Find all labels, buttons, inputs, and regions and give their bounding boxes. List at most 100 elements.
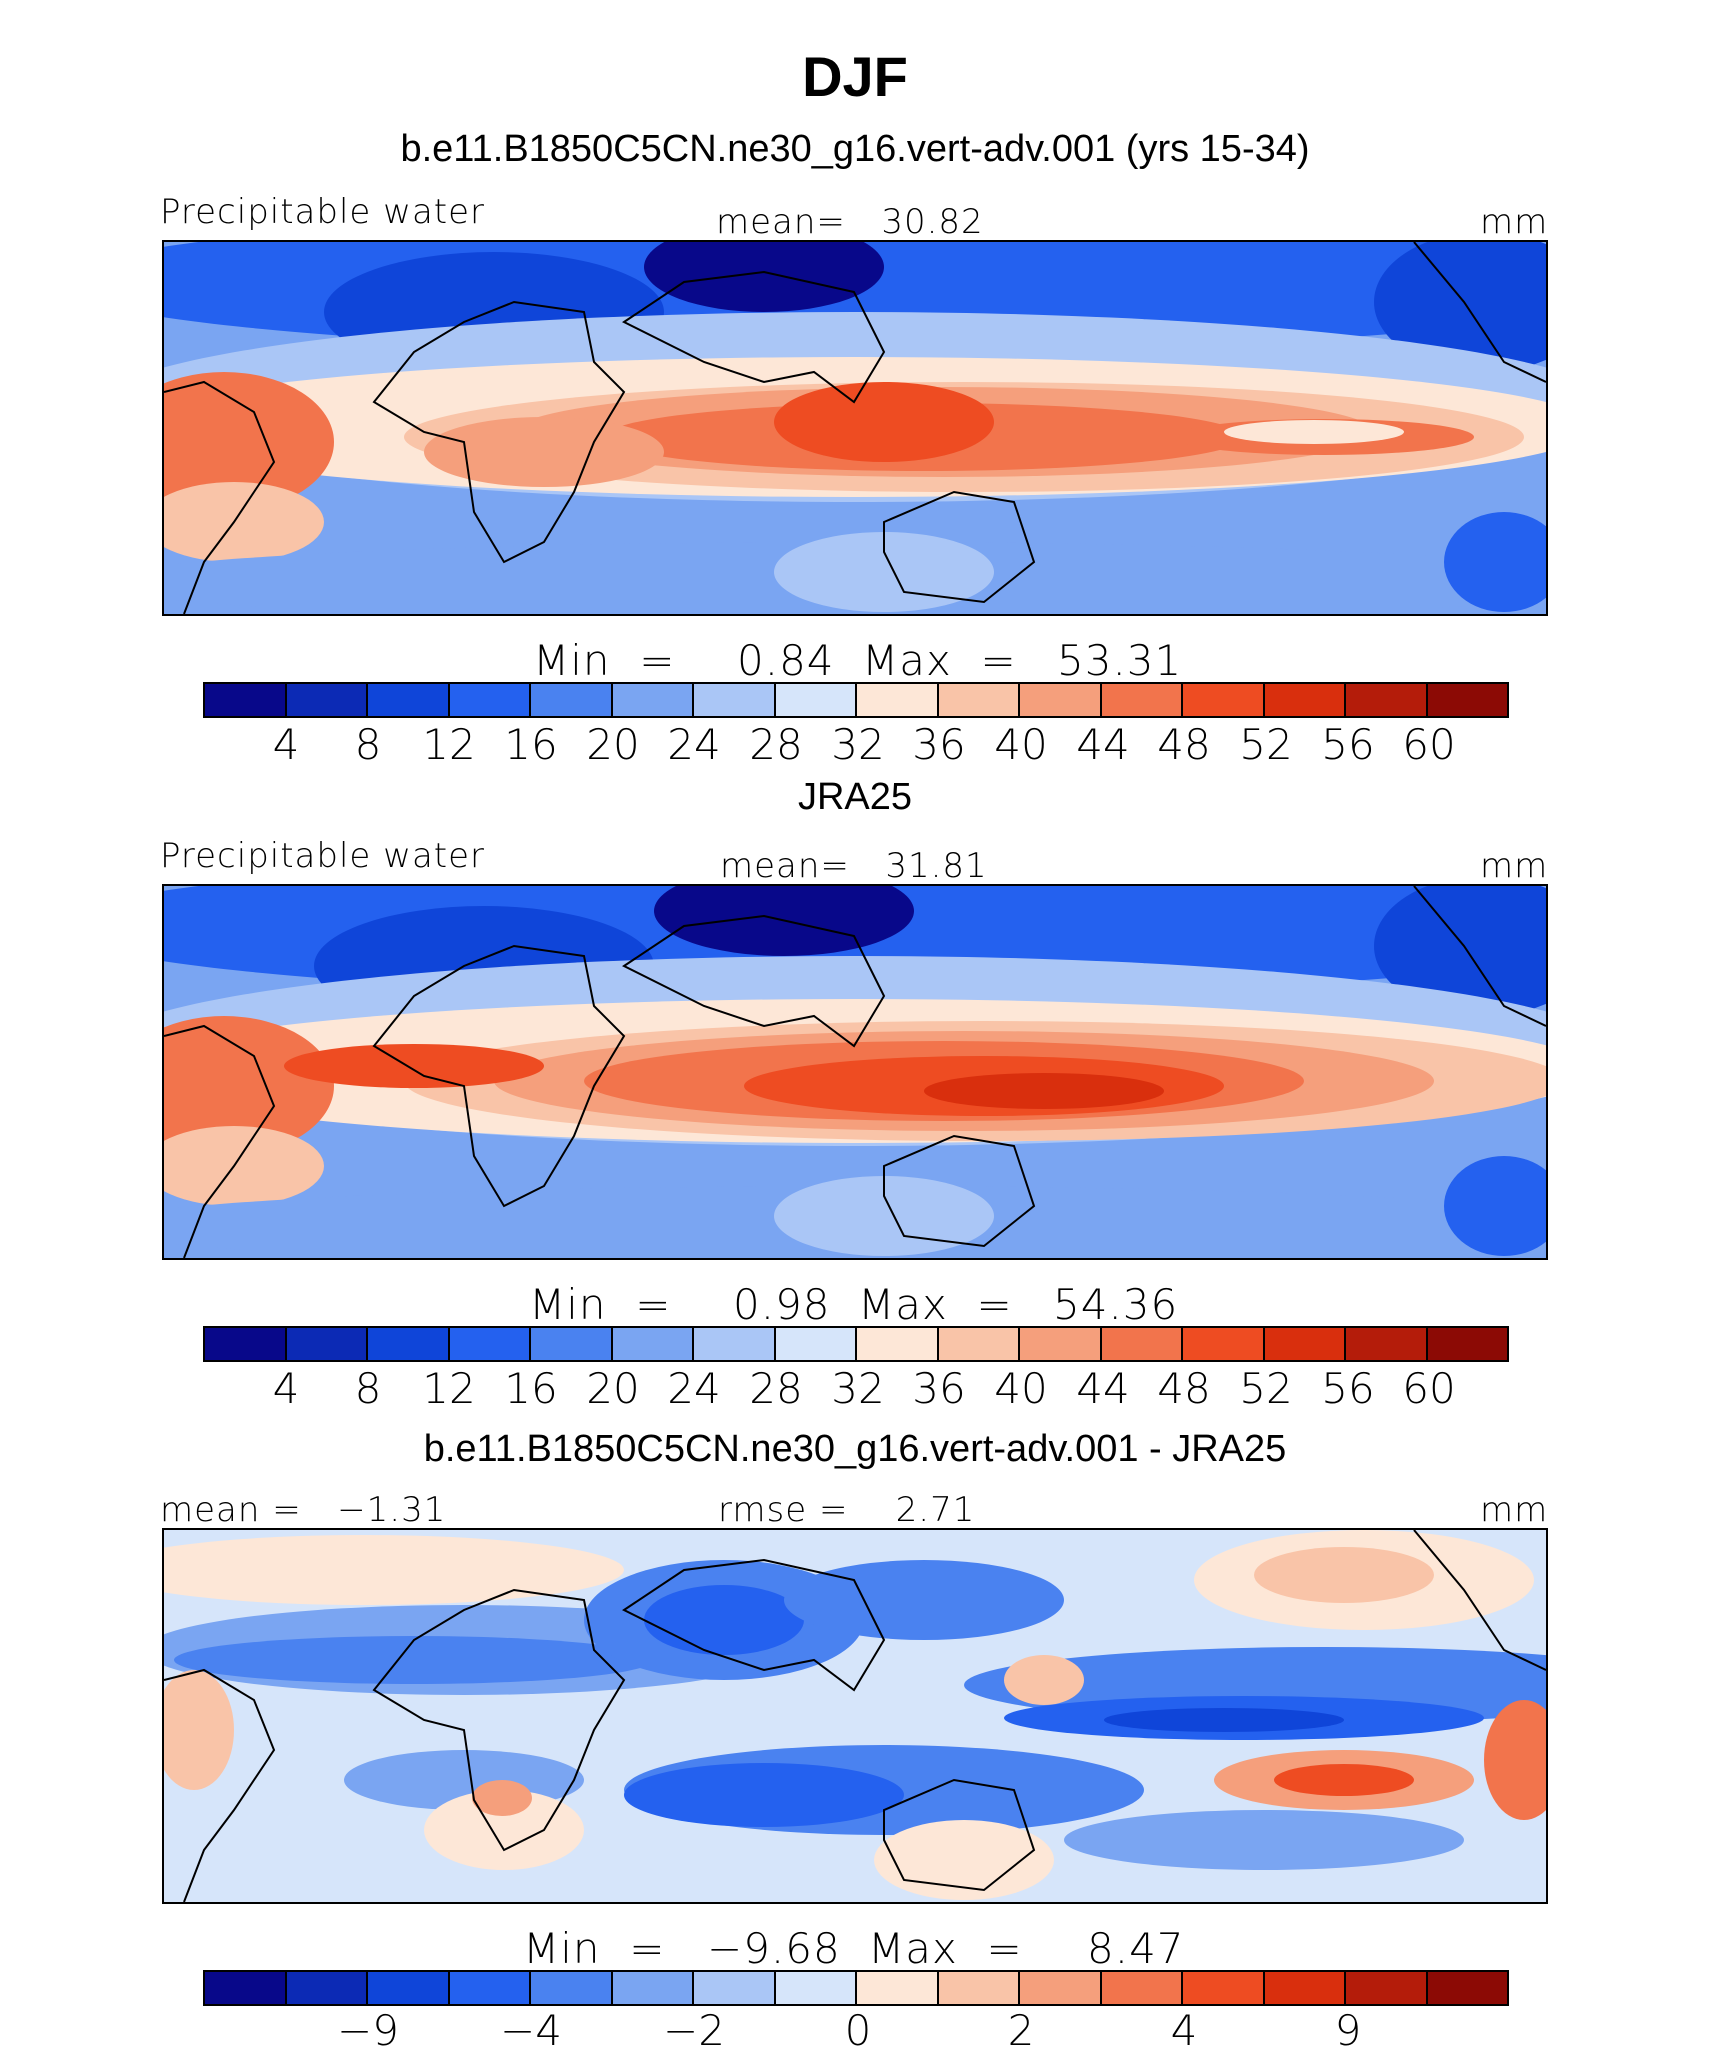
panel-1-tick: 60 bbox=[1402, 720, 1456, 769]
panel-1-tick: 48 bbox=[1157, 720, 1211, 769]
panel-1-tick: 12 bbox=[422, 720, 476, 769]
colorbar-swatch bbox=[286, 684, 368, 716]
panel-1-map bbox=[162, 240, 1548, 616]
colorbar-swatch bbox=[449, 1328, 531, 1360]
panel-1-mean-label: mean= 30.82 bbox=[716, 202, 984, 242]
panel-2-tick: 32 bbox=[831, 1364, 885, 1413]
colorbar-swatch bbox=[1183, 1328, 1265, 1360]
colorbar-swatch bbox=[205, 1972, 287, 2004]
panel-1-tick: 28 bbox=[749, 720, 803, 769]
panel-1-colorbar bbox=[203, 682, 1509, 718]
panel-1-tick: 32 bbox=[831, 720, 885, 769]
panel-2-tick: 28 bbox=[749, 1364, 803, 1413]
panel-3-tick: −9 bbox=[337, 2006, 399, 2055]
colorbar-swatch bbox=[1020, 1328, 1102, 1360]
colorbar-swatch bbox=[1183, 684, 1265, 716]
panel-3-max-value: 8.47 bbox=[1087, 1924, 1185, 1973]
panel-1-tick: 56 bbox=[1321, 720, 1375, 769]
panel-3-max-label: Max = bbox=[868, 1924, 1023, 1973]
panel-3-tick: 0 bbox=[844, 2006, 872, 2055]
panel-1-tick: 44 bbox=[1076, 720, 1130, 769]
colorbar-swatch bbox=[1101, 1972, 1183, 2004]
colorbar-swatch bbox=[694, 684, 776, 716]
panel-2-tick: 44 bbox=[1076, 1364, 1130, 1413]
panel-1-tick: 36 bbox=[912, 720, 966, 769]
panel-2-min-label: Min = bbox=[529, 1280, 672, 1329]
colorbar-swatch bbox=[1020, 684, 1102, 716]
panel-2-tick: 16 bbox=[504, 1364, 558, 1413]
panel-3-map-svg bbox=[164, 1530, 1546, 1902]
colorbar-swatch bbox=[938, 684, 1020, 716]
panel-3-rmse-label: rmse = 2.71 bbox=[718, 1490, 976, 1530]
panel-1-max-label: Max = bbox=[862, 636, 1017, 685]
panel-2-tick: 8 bbox=[354, 1364, 382, 1413]
panel-2-map-svg bbox=[164, 886, 1546, 1258]
colorbar-swatch bbox=[531, 684, 613, 716]
panel-2-mean-label: mean= 31.81 bbox=[720, 846, 988, 886]
panel-2-tick: 24 bbox=[667, 1364, 721, 1413]
colorbar-swatch bbox=[938, 1972, 1020, 2004]
panel-3-tick: 4 bbox=[1170, 2006, 1198, 2055]
colorbar-swatch bbox=[1101, 684, 1183, 716]
panel-1-variable-label: Precipitable water bbox=[160, 192, 486, 232]
panel-3-map bbox=[162, 1528, 1548, 1904]
panel-3-tick: 9 bbox=[1334, 2006, 1362, 2055]
colorbar-swatch bbox=[1183, 1972, 1265, 2004]
panel-3-tick: −2 bbox=[663, 2006, 725, 2055]
panel-1-title: b.e11.B1850C5CN.ne30_g16.vert-adv.001 (y… bbox=[400, 128, 1310, 170]
colorbar-swatch bbox=[531, 1972, 613, 2004]
colorbar-swatch bbox=[205, 1328, 287, 1360]
panel-1-map-svg bbox=[164, 242, 1546, 614]
colorbar-swatch bbox=[1427, 684, 1507, 716]
panel-1-max-value: 53.31 bbox=[1057, 636, 1183, 685]
panel-2-tick: 56 bbox=[1321, 1364, 1375, 1413]
panel-2-map bbox=[162, 884, 1548, 1260]
colorbar-swatch bbox=[1020, 1972, 1102, 2004]
panel-3-tick: −4 bbox=[500, 2006, 562, 2055]
panel-2-tick: 60 bbox=[1402, 1364, 1456, 1413]
colorbar-swatch bbox=[857, 1972, 939, 2004]
panel-1-min-value: 0.84 bbox=[737, 636, 835, 685]
panel-2-tick: 4 bbox=[272, 1364, 300, 1413]
panel-2-tick: 20 bbox=[586, 1364, 640, 1413]
panel-2-tick: 52 bbox=[1239, 1364, 1293, 1413]
colorbar-swatch bbox=[1101, 1328, 1183, 1360]
panel-2-variable-label: Precipitable water bbox=[160, 836, 486, 876]
colorbar-swatch bbox=[612, 1328, 694, 1360]
panel-1-tick: 24 bbox=[667, 720, 721, 769]
colorbar-swatch bbox=[205, 684, 287, 716]
colorbar-swatch bbox=[368, 1972, 450, 2004]
colorbar-swatch bbox=[857, 684, 939, 716]
panel-1-units-label: mm bbox=[1480, 202, 1549, 242]
panel-1-tick: 52 bbox=[1239, 720, 1293, 769]
panel-3-min-label: Min = bbox=[523, 1924, 666, 1973]
panel-3-units-label: mm bbox=[1480, 1490, 1549, 1530]
panel-2-max-label: Max = bbox=[858, 1280, 1013, 1329]
panel-3-colorbar bbox=[203, 1970, 1509, 2006]
panel-1-tick: 20 bbox=[586, 720, 640, 769]
colorbar-swatch bbox=[1264, 1972, 1346, 2004]
colorbar-swatch bbox=[449, 1972, 531, 2004]
panel-2-tick: 12 bbox=[422, 1364, 476, 1413]
colorbar-swatch bbox=[1264, 684, 1346, 716]
colorbar-swatch bbox=[938, 1328, 1020, 1360]
colorbar-swatch bbox=[286, 1972, 368, 2004]
panel-1-tick: 16 bbox=[504, 720, 558, 769]
panel-2-tick: 48 bbox=[1157, 1364, 1211, 1413]
colorbar-swatch bbox=[1346, 1972, 1428, 2004]
colorbar-swatch bbox=[775, 1328, 857, 1360]
colorbar-swatch bbox=[612, 1972, 694, 2004]
panel-3-title: b.e11.B1850C5CN.ne30_g16.vert-adv.001 - … bbox=[423, 1428, 1287, 1470]
colorbar-swatch bbox=[286, 1328, 368, 1360]
panel-2-title: JRA25 bbox=[797, 776, 913, 818]
colorbar-swatch bbox=[368, 684, 450, 716]
colorbar-swatch bbox=[1346, 684, 1428, 716]
colorbar-swatch bbox=[775, 684, 857, 716]
colorbar-swatch bbox=[1346, 1328, 1428, 1360]
panel-3-tick: 2 bbox=[1007, 2006, 1035, 2055]
colorbar-swatch bbox=[857, 1328, 939, 1360]
panel-3-min-value: −9.68 bbox=[707, 1924, 841, 1973]
panel-2-colorbar bbox=[203, 1326, 1509, 1362]
colorbar-swatch bbox=[531, 1328, 613, 1360]
panel-1-tick: 8 bbox=[354, 720, 382, 769]
